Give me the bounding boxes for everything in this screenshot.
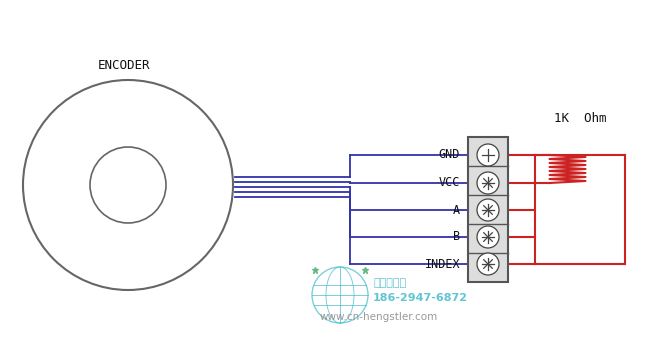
Text: VCC: VCC: [439, 177, 460, 190]
Circle shape: [477, 144, 499, 166]
Text: www.cn-hengstler.com: www.cn-hengstler.com: [320, 312, 438, 322]
Text: A: A: [453, 204, 460, 217]
Text: GND: GND: [439, 148, 460, 161]
Text: B: B: [453, 231, 460, 244]
Text: INDEX: INDEX: [424, 258, 460, 271]
Circle shape: [477, 253, 499, 275]
Circle shape: [477, 199, 499, 221]
Bar: [468, 137, 508, 282]
Circle shape: [477, 172, 499, 194]
Text: 186-2947-6872: 186-2947-6872: [373, 293, 468, 303]
Text: ENCODER: ENCODER: [98, 59, 151, 72]
Text: 1K  Ohm: 1K Ohm: [554, 112, 606, 125]
Text: 西安德伍拓: 西安德伍拓: [373, 278, 406, 288]
Circle shape: [477, 226, 499, 248]
